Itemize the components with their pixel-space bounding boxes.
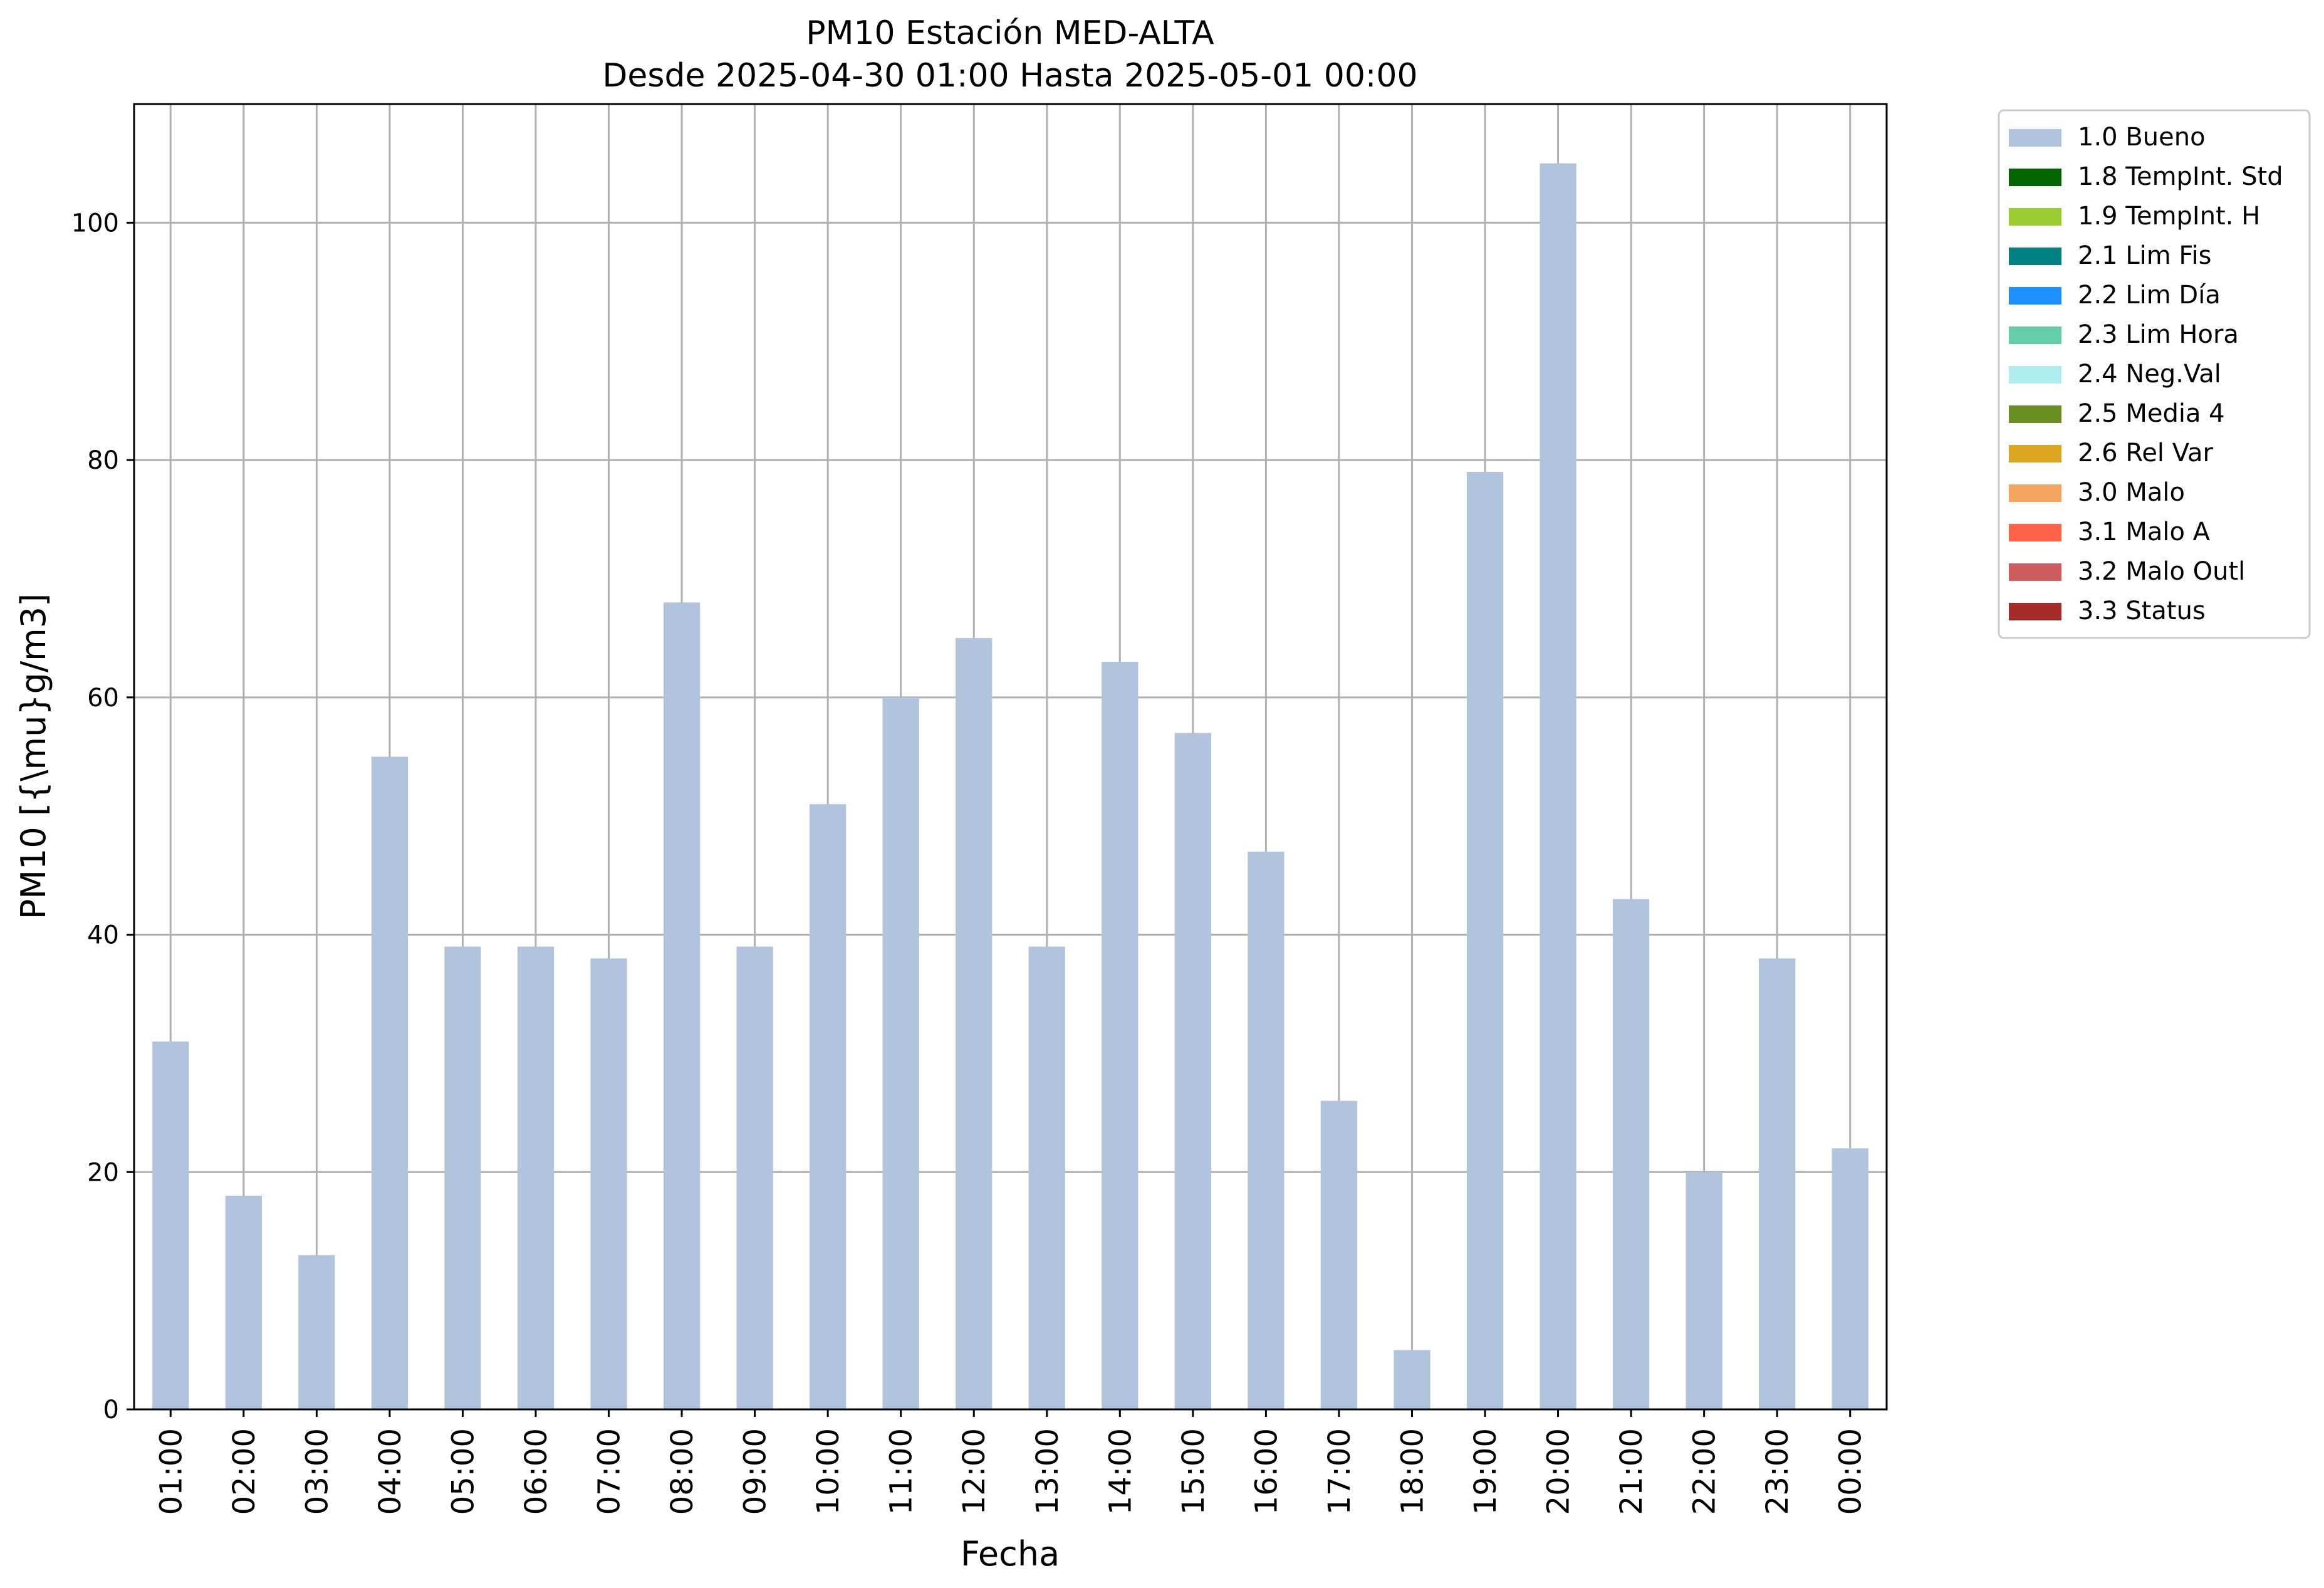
bar: [1540, 163, 1576, 1409]
x-tick-label: 13:00: [1030, 1428, 1065, 1515]
legend-swatch: [2009, 405, 2061, 423]
x-tick-label: 10:00: [811, 1428, 846, 1515]
x-tick-label: 14:00: [1103, 1428, 1138, 1515]
legend-swatch: [2009, 326, 2061, 344]
legend-swatch: [2009, 287, 2061, 305]
x-tick-label: 22:00: [1687, 1428, 1722, 1515]
legend-label: 3.1 Malo A: [2078, 518, 2211, 546]
bar: [1394, 1350, 1430, 1409]
x-tick-label: 19:00: [1468, 1428, 1503, 1515]
legend: 1.0 Bueno 1.8 TempInt. Std 1.9 TempInt. H 2…: [1998, 109, 2311, 639]
bar: [1102, 662, 1139, 1409]
x-tick-label: 02:00: [227, 1428, 262, 1515]
bar: [517, 946, 555, 1409]
y-tick-label: 0: [103, 1396, 119, 1424]
bar: [371, 756, 409, 1409]
legend-label: 3.3 Status: [2078, 597, 2206, 625]
bar: [225, 1196, 262, 1409]
x-tick-label: 00:00: [1833, 1428, 1868, 1515]
x-tick-label: 16:00: [1249, 1428, 1284, 1515]
x-tick-label: 06:00: [519, 1428, 554, 1515]
y-axis-label: PM10 [{\mu}g/m3]: [14, 593, 53, 919]
bar: [663, 602, 701, 1409]
x-tick-label: 17:00: [1322, 1428, 1357, 1515]
legend-swatch: [2009, 484, 2061, 502]
y-tick-label: 100: [71, 209, 119, 238]
x-tick-label: 09:00: [738, 1428, 773, 1515]
x-tick-label: 21:00: [1614, 1428, 1649, 1515]
x-tick-label: 20:00: [1541, 1428, 1576, 1515]
x-tick-label: 01:00: [154, 1428, 189, 1515]
bar: [1174, 733, 1211, 1409]
plot-frame: [133, 103, 1888, 1411]
x-tick-label: 07:00: [592, 1428, 627, 1515]
x-axis-ticks: 01:00 02:00 03:00 04:00 05:00 06:00 07:00 08:00…: [154, 1409, 1868, 1515]
legend-label: 3.2 Malo Outl: [2078, 557, 2245, 586]
bar: [882, 697, 919, 1409]
bar: [298, 1255, 335, 1409]
legend-label: 2.1 Lim Fis: [2078, 241, 2211, 270]
x-tick-label: 18:00: [1395, 1428, 1430, 1515]
bar: [152, 1041, 189, 1409]
legend-frame: [1998, 109, 2311, 639]
bar: [1759, 958, 1796, 1409]
x-tick-label: 11:00: [884, 1428, 919, 1515]
x-tick-label: 23:00: [1760, 1428, 1795, 1515]
y-axis-ticks: 0 20 40 60 80 100: [71, 209, 134, 1424]
bar: [1028, 946, 1065, 1409]
legend-label: 2.2 Lim Día: [2078, 281, 2221, 310]
x-tick-label: 03:00: [300, 1428, 335, 1515]
legend-swatch: [2009, 563, 2061, 581]
legend-swatch: [2009, 169, 2061, 186]
legend-swatch: [2009, 248, 2061, 265]
y-tick-label: 80: [87, 446, 119, 475]
legend-swatch: [2009, 366, 2061, 384]
bar: [1832, 1148, 1868, 1409]
legend-swatch: [2009, 129, 2061, 147]
legend-label: 2.6 Rel Var: [2078, 439, 2214, 468]
bar: [1612, 899, 1650, 1409]
chart-title-line2: Desde 2025-04-30 01:00 Hasta 2025-05-01 …: [602, 57, 1417, 95]
legend-label: 2.5 Media 4: [2078, 399, 2225, 428]
legend-label: 1.8 TempInt. Std: [2078, 162, 2283, 191]
bar: [1466, 472, 1504, 1409]
legend-label: 2.3 Lim Hora: [2078, 320, 2239, 349]
legend-swatch: [2009, 445, 2061, 462]
legend-swatch: [2009, 603, 2061, 620]
legend-label: 3.0 Malo: [2078, 478, 2185, 507]
chart-title-line1: PM10 Estación MED-ALTA: [806, 14, 1214, 52]
bar: [1686, 1172, 1722, 1409]
x-tick-label: 15:00: [1176, 1428, 1211, 1515]
x-tick-label: 12:00: [957, 1428, 992, 1515]
x-axis-label: Fecha: [961, 1534, 1060, 1574]
legend-label: 1.0 Bueno: [2078, 123, 2206, 152]
bars: [152, 163, 1868, 1409]
y-tick-label: 60: [87, 684, 119, 713]
bar: [810, 804, 847, 1409]
bar: [1248, 851, 1284, 1409]
y-tick-label: 20: [87, 1158, 119, 1187]
bar: [956, 638, 993, 1409]
x-tick-label: 04:00: [373, 1428, 408, 1515]
x-tick-label: 08:00: [665, 1428, 700, 1515]
legend-swatch: [2009, 524, 2061, 541]
y-tick-label: 40: [87, 921, 119, 950]
bar: [590, 958, 627, 1409]
bar: [444, 946, 481, 1409]
bar: [1320, 1100, 1358, 1409]
legend-swatch: [2009, 208, 2061, 226]
x-tick-label: 05:00: [446, 1428, 481, 1515]
bar: [736, 946, 773, 1409]
legend-label: 1.9 TempInt. H: [2078, 202, 2260, 231]
legend-label: 2.4 Neg.Val: [2078, 360, 2221, 389]
